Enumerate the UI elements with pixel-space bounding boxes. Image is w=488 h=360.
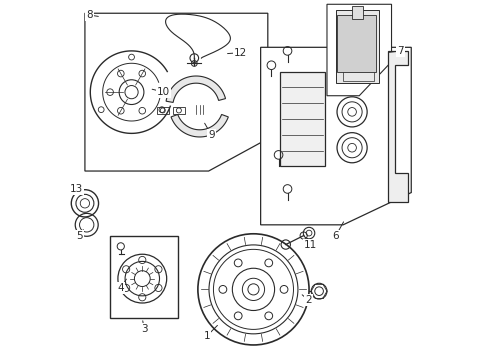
Bar [351, 6, 362, 19]
Bar [343, 17, 373, 81]
Polygon shape [326, 4, 391, 96]
Bar [335, 10, 378, 83]
Text: 3: 3 [141, 324, 147, 334]
Text: 12: 12 [233, 48, 246, 58]
Text: 6: 6 [332, 231, 339, 240]
Text: 4: 4 [117, 283, 124, 293]
Text: 9: 9 [208, 130, 214, 140]
Text: 11: 11 [304, 239, 317, 249]
Text: 13: 13 [70, 184, 83, 194]
Polygon shape [85, 13, 267, 171]
Polygon shape [171, 114, 228, 137]
Bar [156, 107, 169, 114]
Text: 10: 10 [157, 87, 170, 97]
Bar [280, 72, 325, 166]
Polygon shape [387, 51, 407, 202]
Text: 8: 8 [86, 10, 93, 20]
Bar [110, 235, 178, 318]
Polygon shape [166, 76, 225, 103]
Text: 5: 5 [76, 231, 82, 240]
Polygon shape [260, 47, 410, 225]
Bar [172, 107, 185, 114]
Text: 1: 1 [203, 331, 210, 341]
Bar [336, 15, 376, 72]
Text: 7: 7 [396, 46, 403, 56]
Text: 2: 2 [305, 295, 311, 305]
